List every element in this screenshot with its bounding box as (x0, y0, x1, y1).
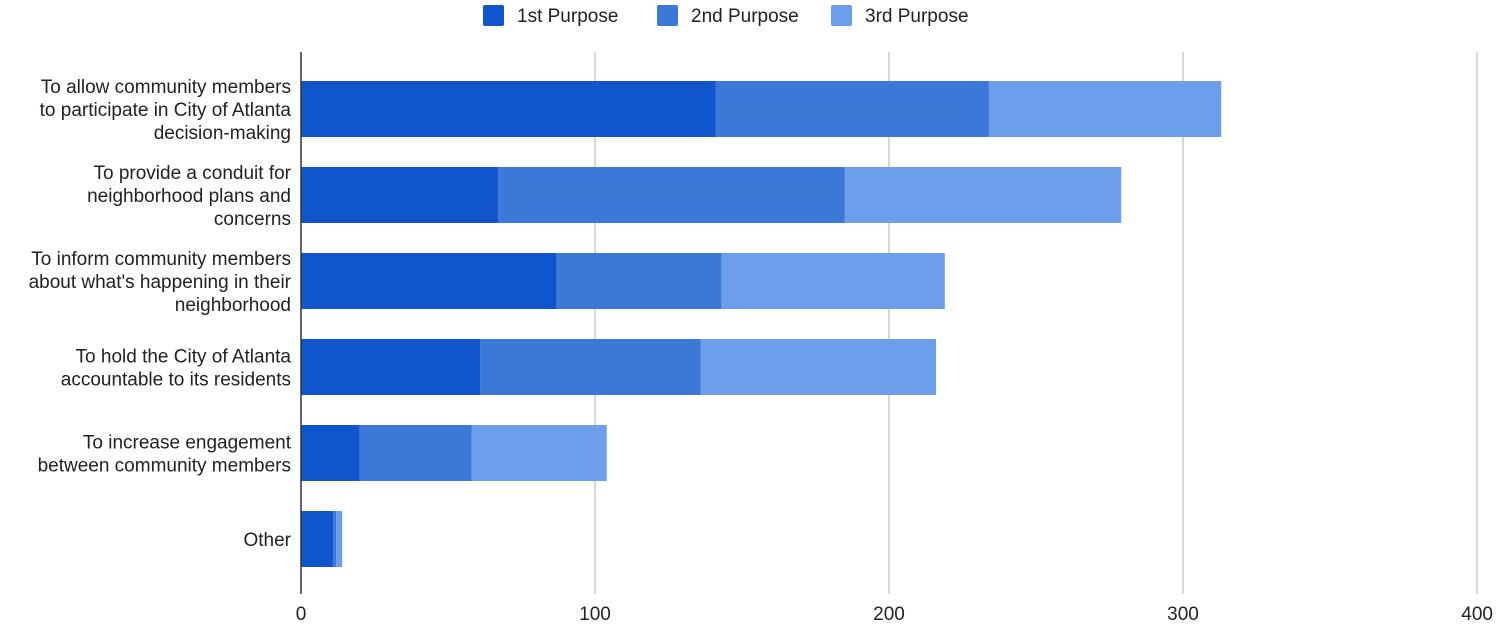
bar-6-series-1 (301, 511, 334, 567)
legend-label-2: 2nd Purpose (691, 6, 799, 27)
bar-6-series-3 (336, 511, 343, 567)
x-tick-label-400: 400 (1461, 604, 1493, 625)
legend-swatch-3 (831, 5, 852, 26)
x-tick-label-100: 100 (579, 604, 611, 625)
x-tick-label-300: 300 (1167, 604, 1199, 625)
bar-5-series-2 (359, 425, 472, 481)
bar-2-series-1 (301, 167, 498, 223)
category-label-6: Other (243, 530, 291, 551)
bar-1-series-2 (715, 81, 989, 137)
category-label-1: To allow community members to participate… (40, 77, 292, 144)
category-label-4: To hold the City of Atlanta accountable t… (61, 347, 292, 391)
bar-2-series-2 (497, 167, 845, 223)
x-tick-labels: 0 100 200 300 400 (296, 604, 1493, 625)
legend-label-3: 3rd Purpose (865, 6, 969, 27)
legend-label-1: 1st Purpose (517, 6, 618, 27)
bar-1-series-3 (988, 81, 1222, 137)
bar-5-series-1 (301, 425, 360, 481)
bar-6-series-2 (333, 511, 337, 567)
legend: 1st Purpose 2nd Purpose 3rd Purpose (483, 5, 969, 27)
x-tick-label-200: 200 (873, 604, 905, 625)
bar-4-series-1 (301, 339, 481, 395)
bar-4-series-2 (480, 339, 701, 395)
bar-2-series-3 (844, 167, 1122, 223)
gridlines (594, 52, 1478, 594)
category-label-3: To inform community members about what's … (29, 249, 292, 316)
bars (301, 81, 1222, 567)
bar-3-series-2 (556, 253, 722, 309)
legend-swatch-2 (657, 5, 678, 26)
category-label-5: To increase engagement between community … (38, 433, 292, 477)
category-label-2: To provide a conduit for neighborhood pla… (87, 163, 292, 230)
bar-1-series-1 (301, 81, 716, 137)
bar-3-series-3 (721, 253, 945, 309)
bar-4-series-3 (700, 339, 937, 395)
bar-5-series-3 (471, 425, 607, 481)
x-tick-label-0: 0 (296, 604, 307, 625)
legend-swatch-1 (483, 5, 504, 26)
category-labels: To allow community members to participate… (29, 77, 292, 551)
bar-3-series-1 (301, 253, 557, 309)
